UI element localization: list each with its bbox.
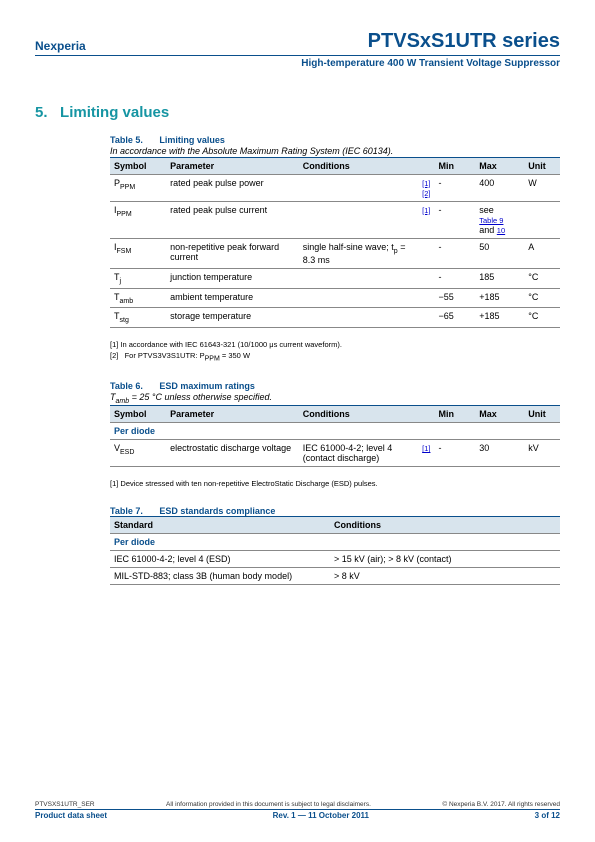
table-header-row: Standard Conditions xyxy=(110,517,560,534)
section-heading: 5. Limiting values xyxy=(35,104,560,121)
table5-caption: Table 5. Limiting values xyxy=(110,135,560,145)
table-section-row: Per diode xyxy=(110,534,560,551)
table7: Standard Conditions Per diode IEC 61000-… xyxy=(110,516,560,585)
table-row: MIL-STD-883; class 3B (human body model)… xyxy=(110,568,560,585)
table5-footnotes: [1] In accordance with IEC 61643-321 (10… xyxy=(110,340,560,363)
footnote-ref[interactable]: [1] xyxy=(422,206,430,215)
brand-name: Nexperia xyxy=(35,39,86,53)
page-header: Nexperia PTVSxS1UTR series xyxy=(35,30,560,56)
page-footer: PTVSXS1UTR_SER All information provided … xyxy=(35,801,560,820)
section-number: 5. xyxy=(35,104,48,121)
table-row: VESD electrostatic discharge voltage IEC… xyxy=(110,440,560,467)
table-row: IFSM non-repetitive peak forward current… xyxy=(110,239,560,269)
footer-rev: Rev. 1 — 11 October 2011 xyxy=(273,811,369,820)
footer-doc-id: PTVSXS1UTR_SER xyxy=(35,801,95,808)
footnote-ref[interactable]: [1][2] xyxy=(422,179,430,198)
table6-block: Table 6. ESD maximum ratings Tamb = 25 °… xyxy=(110,381,560,468)
footnote-ref[interactable]: [1] xyxy=(422,444,430,453)
table5: Symbol Parameter Conditions Min Max Unit… xyxy=(110,157,560,328)
footer-page: 3 of 12 xyxy=(535,811,560,820)
table-link[interactable]: 10 xyxy=(497,226,505,235)
section-title: Limiting values xyxy=(60,104,169,121)
table6-footnotes: [1] Device stressed with ten non-repetit… xyxy=(110,479,560,488)
table-header-row: Symbol Parameter Conditions Min Max Unit xyxy=(110,406,560,423)
subtitle: High-temperature 400 W Transient Voltage… xyxy=(35,58,560,69)
table-row: IEC 61000-4-2; level 4 (ESD) > 15 kV (ai… xyxy=(110,551,560,568)
table6-note: Tamb = 25 °C unless otherwise specified. xyxy=(110,392,560,405)
table-link[interactable]: Table 9 xyxy=(479,216,503,225)
table-row: PPPM rated peak pulse power [1][2] - 400… xyxy=(110,175,560,202)
table7-caption: Table 7. ESD standards compliance xyxy=(110,506,560,516)
table6-caption: Table 6. ESD maximum ratings xyxy=(110,381,560,391)
footer-copyright: © Nexperia B.V. 2017. All rights reserve… xyxy=(442,801,560,808)
table-section-row: Per diode xyxy=(110,423,560,440)
table6: Symbol Parameter Conditions Min Max Unit… xyxy=(110,405,560,467)
footer-doc-type: Product data sheet xyxy=(35,811,107,820)
table-row: Tstg storage temperature −65 +185 °C xyxy=(110,308,560,328)
table-row: Tamb ambient temperature −55 +185 °C xyxy=(110,288,560,308)
series-title: PTVSxS1UTR series xyxy=(368,30,560,53)
table-row: Tj junction temperature - 185 °C xyxy=(110,268,560,288)
table7-block: Table 7. ESD standards compliance Standa… xyxy=(110,506,560,585)
table5-note: In accordance with the Absolute Maximum … xyxy=(110,146,560,156)
footer-disclaimer: All information provided in this documen… xyxy=(166,801,371,808)
table5-block: Table 5. Limiting values In accordance w… xyxy=(110,135,560,328)
table-row: IPPM rated peak pulse current [1] - seeT… xyxy=(110,202,560,239)
table-header-row: Symbol Parameter Conditions Min Max Unit xyxy=(110,158,560,175)
